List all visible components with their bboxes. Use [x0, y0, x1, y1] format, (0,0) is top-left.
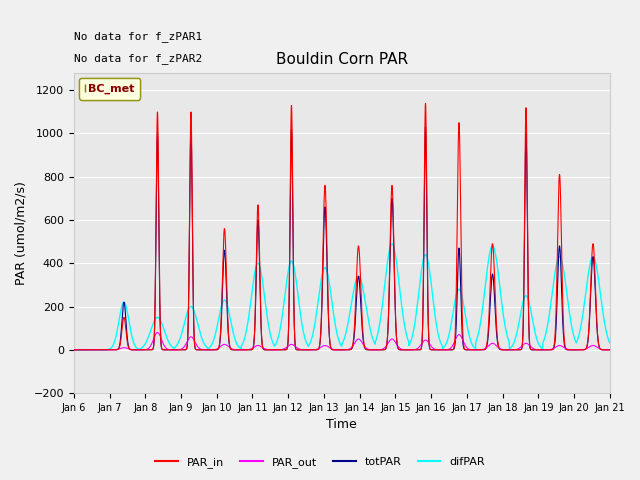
Y-axis label: PAR (umol/m2/s): PAR (umol/m2/s) [15, 181, 28, 285]
Legend: PAR_in, PAR_out, totPAR, difPAR: PAR_in, PAR_out, totPAR, difPAR [151, 452, 489, 472]
PAR_in [524, 262, 532, 267]
difPAR [180, 324, 188, 329]
PAR_in [492, 307, 500, 313]
totPAR [600, 347, 607, 353]
totPAR [180, 347, 188, 353]
totPAR [606, 347, 614, 353]
totPAR [422, 124, 429, 130]
difPAR [600, 315, 607, 321]
difPAR [524, 296, 532, 301]
difPAR [606, 340, 614, 346]
Line: totPAR: totPAR [74, 127, 610, 350]
PAR_out [70, 347, 77, 353]
totPAR [70, 347, 77, 353]
Legend: BC_met: BC_met [79, 78, 140, 99]
Line: PAR_in: PAR_in [74, 104, 610, 350]
PAR_in [600, 347, 607, 353]
PAR_in [180, 347, 188, 353]
PAR_out [154, 330, 161, 336]
PAR_in [606, 347, 614, 353]
PAR_out [410, 347, 418, 352]
PAR_in [422, 101, 429, 107]
Text: No data for f_zPAR1: No data for f_zPAR1 [74, 31, 202, 42]
PAR_out [492, 342, 500, 348]
difPAR [70, 347, 77, 353]
difPAR [410, 324, 418, 329]
PAR_out [524, 341, 532, 347]
difPAR [492, 253, 500, 259]
difPAR [458, 292, 465, 298]
Line: PAR_out: PAR_out [74, 333, 610, 350]
PAR_out [180, 345, 188, 350]
totPAR [524, 271, 532, 276]
PAR_in [410, 347, 418, 353]
PAR_out [600, 347, 607, 353]
totPAR [410, 347, 418, 353]
Line: difPAR: difPAR [74, 244, 610, 350]
difPAR [388, 241, 396, 247]
PAR_in [70, 347, 77, 353]
X-axis label: Time: Time [326, 419, 357, 432]
Text: No data for f_zPAR2: No data for f_zPAR2 [74, 53, 202, 64]
PAR_out [606, 347, 614, 353]
PAR_in [458, 279, 465, 285]
PAR_out [458, 335, 465, 340]
totPAR [458, 317, 465, 323]
totPAR [492, 319, 500, 324]
Title: Bouldin Corn PAR: Bouldin Corn PAR [276, 52, 408, 67]
